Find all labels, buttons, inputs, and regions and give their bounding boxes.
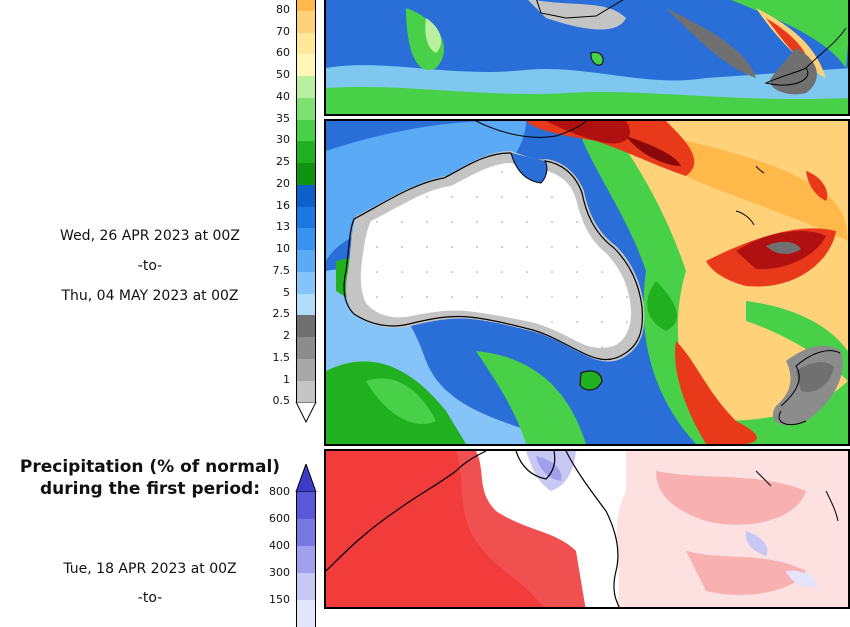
colorbar-swatch xyxy=(296,358,316,381)
colorbar-swatch xyxy=(296,206,316,229)
colorbar-swatch xyxy=(296,250,316,272)
colorbar-swatch xyxy=(296,76,316,98)
colorbar-label: 5 xyxy=(283,285,290,299)
percent-colorbar-label: 600 xyxy=(269,512,290,525)
colorbar-label: 30 xyxy=(276,133,290,147)
colorbar-label: 1.5 xyxy=(272,350,291,364)
percent-period-separator-text: -to- xyxy=(137,590,163,606)
percent-colorbar-swatch xyxy=(296,546,316,573)
colorbar-swatch xyxy=(296,271,316,294)
colorbar-swatch xyxy=(296,32,316,55)
colorbar-swatch xyxy=(296,293,316,316)
colorbar-min-arrow xyxy=(295,402,317,424)
colorbar-label: 2.5 xyxy=(272,307,291,321)
colorbar-label: 25 xyxy=(276,155,290,168)
period-separator-text: -to- xyxy=(137,258,163,274)
colorbar-label: 16 xyxy=(276,198,290,212)
colorbar-label: 70 xyxy=(276,24,290,38)
colorbar-label: 60 xyxy=(276,46,290,60)
middle-precip-map xyxy=(324,119,850,446)
colorbar-swatch xyxy=(296,10,316,33)
colorbar-label: 80 xyxy=(276,2,290,16)
period-end-text: Thu, 04 MAY 2023 at 00Z xyxy=(61,288,239,304)
colorbar-label: 0.5 xyxy=(272,394,291,408)
colorbar-label: 35 xyxy=(276,111,290,125)
percent-period-start-text: Tue, 18 APR 2023 at 00Z xyxy=(63,561,237,577)
percent-colorbar-swatch xyxy=(296,519,316,546)
colorbar-swatch xyxy=(296,0,316,11)
colorbar-label: 2 xyxy=(283,329,290,342)
percent-colorbar xyxy=(295,464,317,627)
percent-colorbar-swatch xyxy=(296,573,316,600)
colorbar-swatch xyxy=(296,119,316,142)
colorbar-label: 10 xyxy=(276,242,290,255)
percent-colorbar-swatch xyxy=(296,492,316,519)
colorbar-swatch xyxy=(296,54,316,76)
colorbar-swatch xyxy=(296,141,316,163)
percent-colorbar-label: 300 xyxy=(269,566,290,579)
colorbar-swatch xyxy=(296,380,316,403)
colorbar-label: 7.5 xyxy=(272,263,291,277)
percent-colorbar-max-arrow xyxy=(295,464,317,492)
colorbar-label: 1 xyxy=(283,372,290,386)
colorbar-swatch xyxy=(296,184,316,207)
colorbar-label: 50 xyxy=(276,68,290,81)
top-precip-map xyxy=(324,0,850,116)
percent-normal-map xyxy=(324,449,850,609)
colorbar-swatch xyxy=(296,337,316,359)
percent-colorbar-label: 400 xyxy=(269,539,290,552)
colorbar-swatch xyxy=(296,163,316,185)
colorbar-swatch xyxy=(296,228,316,250)
colorbar-label: 13 xyxy=(276,220,290,234)
colorbar-label: 20 xyxy=(276,176,290,190)
colorbar-swatch xyxy=(296,315,316,337)
percent-colorbar-label: 800 xyxy=(269,485,290,498)
colorbar-label: 40 xyxy=(276,89,290,103)
precip-colorbar xyxy=(295,0,317,424)
colorbar-swatch xyxy=(296,97,316,120)
percent-normal-title: Precipitation (% of normal) xyxy=(19,457,281,477)
period-start-text: Wed, 26 APR 2023 at 00Z xyxy=(60,228,240,244)
percent-normal-subtitle: during the first period: xyxy=(39,479,261,499)
